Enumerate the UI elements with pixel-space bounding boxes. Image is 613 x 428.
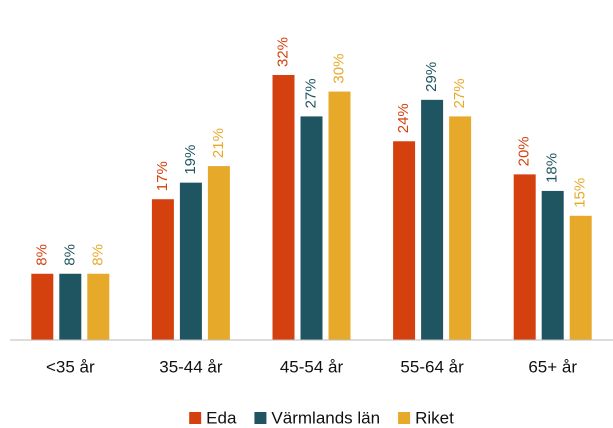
bar (569, 215, 592, 340)
x-tick-label: <35 år (46, 357, 95, 376)
legend-swatch (189, 412, 202, 424)
bar (59, 273, 82, 340)
x-tick-label: 35-44 år (159, 357, 223, 376)
data-label: 27% (302, 78, 319, 108)
data-label: 8% (89, 244, 106, 266)
bar (300, 116, 323, 340)
legend-swatch (254, 412, 267, 424)
data-label: 24% (395, 103, 412, 133)
bar (393, 141, 416, 340)
bar (328, 91, 351, 340)
data-label: 21% (210, 128, 227, 158)
bar (179, 182, 202, 340)
data-label: 32% (274, 37, 291, 67)
data-label: 20% (516, 136, 533, 166)
legend-swatch (398, 412, 411, 424)
x-tick-label: 45-54 år (280, 357, 344, 376)
legend-label: Värmlands län (271, 408, 380, 427)
bar (151, 199, 174, 340)
bar (207, 166, 230, 340)
legend-label: Eda (206, 408, 237, 427)
x-tick-label: 65+ år (528, 357, 577, 376)
bar (31, 273, 54, 340)
bar (421, 99, 444, 340)
data-label: 15% (572, 178, 589, 208)
bar (272, 75, 295, 340)
data-label: 30% (330, 54, 347, 84)
x-tick-label: 55-64 år (400, 357, 464, 376)
data-label: 27% (451, 78, 468, 108)
bar (513, 174, 536, 340)
data-label: 29% (423, 62, 440, 92)
legend-label: Riket (415, 408, 454, 427)
data-label: 8% (33, 244, 50, 266)
data-label: 17% (154, 161, 171, 191)
data-label: 18% (544, 153, 561, 183)
data-label: 8% (61, 244, 78, 266)
bar (87, 273, 110, 340)
bar (449, 116, 472, 340)
bar (541, 190, 564, 340)
data-label: 19% (182, 145, 199, 175)
